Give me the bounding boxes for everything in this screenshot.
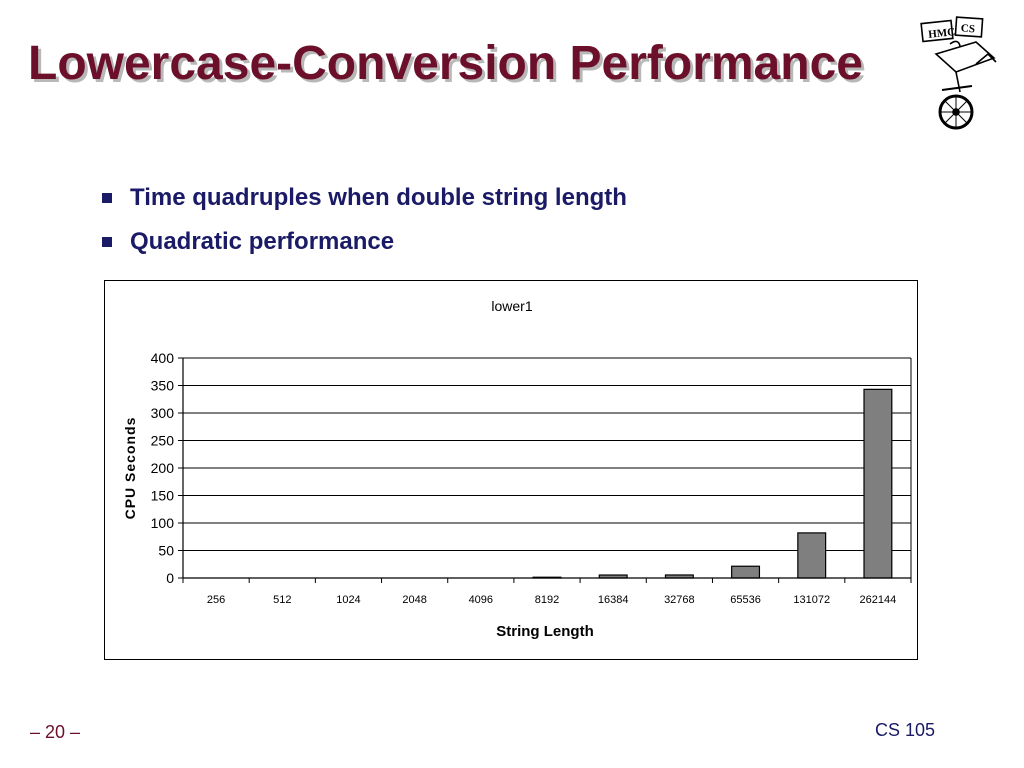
x-tick-label: 65536 (730, 594, 761, 606)
chart-frame: lower1 CPU Seconds String Length 0 50 100 1… (104, 280, 918, 660)
y-axis-label: CPU Seconds (122, 417, 138, 520)
x-axis-label: String Length (496, 623, 594, 640)
x-tick-label: 32768 (664, 594, 695, 606)
hmc-cs-logo: HMC CS (920, 16, 997, 130)
y-tick-label: 250 (151, 433, 175, 449)
x-tick-label: 131072 (793, 594, 830, 606)
slide-title: Lowercase-Conversion Performance (28, 37, 863, 90)
bars (400, 388, 893, 579)
y-tick-label: 300 (151, 405, 175, 421)
y-tick-labels: 0 50 100 150 200 250 300 350 400 (151, 350, 183, 586)
bullet-square-icon (102, 193, 112, 203)
x-tick-label: 256 (207, 594, 225, 606)
bullet-text: Quadratic performance (130, 228, 395, 255)
x-tick-label: 512 (273, 594, 291, 606)
page-number: – 20 – (30, 722, 81, 742)
course-label: CS 105 (875, 720, 936, 740)
x-tick-label: 262144 (860, 594, 897, 606)
logo-text-cs: CS (960, 22, 975, 35)
x-tick-labels: 256 512 1024 2048 4096 8192 16384 32768 65536 131… (182, 578, 912, 606)
x-tick-label: 2048 (402, 594, 426, 606)
y-tick-label: 0 (166, 570, 174, 586)
logo-text-hmc: HMC (928, 26, 956, 41)
bar-262144 (863, 388, 893, 579)
bar-131072 (797, 532, 827, 579)
bullet-text: Time quadruples when double string lengt… (130, 184, 627, 211)
x-tick-label: 1024 (336, 594, 360, 606)
bullet-list: Time quadruples when double string lengt… (98, 176, 627, 264)
x-tick-label: 16384 (598, 594, 629, 606)
x-tick-label: 4096 (469, 594, 493, 606)
bar-chart: lower1 CPU Seconds String Length 0 50 100 1… (122, 298, 912, 640)
chart-title: lower1 (491, 298, 532, 314)
y-tick-label: 200 (151, 460, 175, 476)
bar-65536 (731, 565, 761, 579)
y-tick-label: 100 (151, 515, 175, 531)
bullet-item: Quadratic performance (98, 220, 627, 264)
x-tick-label: 8192 (535, 594, 559, 606)
y-tick-label: 50 (158, 543, 174, 559)
y-tick-label: 350 (151, 378, 175, 394)
bullet-item: Time quadruples when double string lengt… (98, 176, 627, 220)
y-tick-label: 150 (151, 488, 175, 504)
y-tick-label: 400 (151, 350, 175, 366)
bullet-square-icon (102, 237, 112, 247)
